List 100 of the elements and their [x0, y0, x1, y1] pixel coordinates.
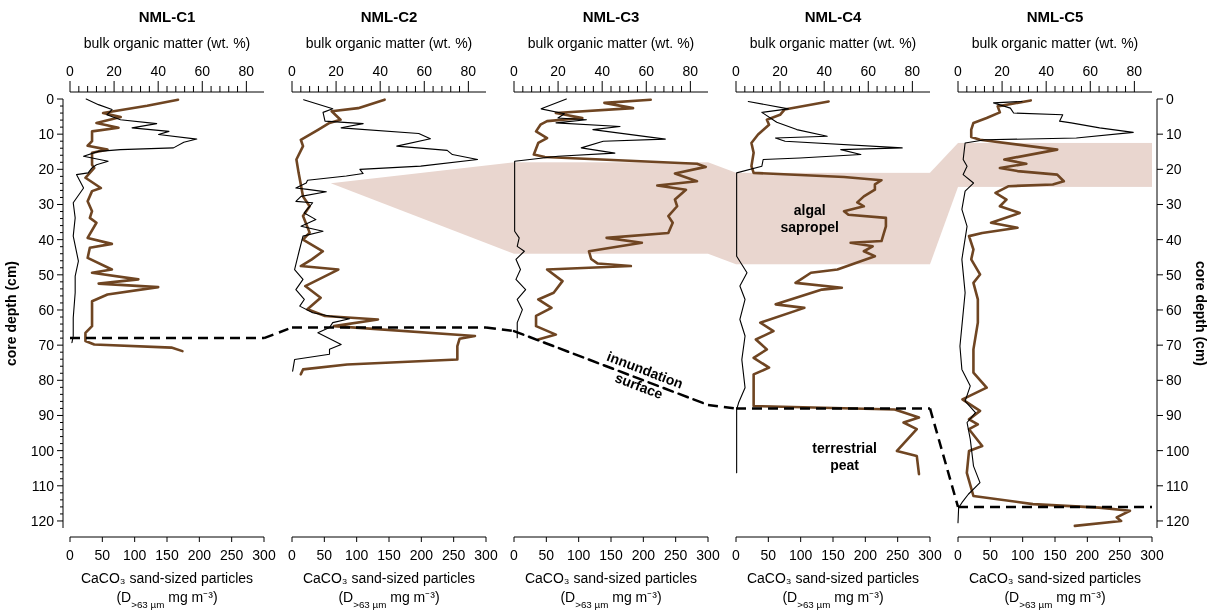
x2-tick-label: 0 — [66, 63, 75, 79]
x-tick-label: 200 — [409, 547, 434, 563]
x2-axis-title: bulk organic matter (wt. %) — [83, 35, 251, 51]
y-tick-label: 30 — [38, 196, 55, 213]
x-tick-label: 250 — [441, 547, 466, 563]
y-tick-label: 10 — [38, 126, 55, 143]
chart-title: NML-C5 — [1026, 8, 1084, 25]
x2-tick-label: 80 — [904, 63, 921, 79]
x2-tick-label: 20 — [772, 63, 789, 79]
x-tick-label: 100 — [122, 547, 147, 563]
x2-tick-label: 20 — [994, 63, 1011, 79]
x-tick-label: 150 — [599, 547, 623, 563]
x-axis-title: CaCO₃ sand-sized particles (D$_{>63 µm}$ mg m⁻³) — [968, 570, 1142, 610]
x-tick-label: 300 — [474, 547, 498, 563]
x2-axis-title: bulk organic matter (wt. %) — [971, 35, 1139, 51]
y-tick-label: 110 — [1166, 477, 1189, 494]
x-tick-label: 100 — [344, 547, 369, 563]
x-tick-label: 300 — [918, 547, 942, 563]
x-tick-label: 50 — [760, 547, 777, 563]
y-tick-label: 100 — [1166, 442, 1190, 459]
x-axis-title: CaCO₃ sand-sized particles (D$_{>63 µm}$ mg m⁻³) — [746, 570, 920, 610]
x2-tick-label: 60 — [860, 63, 877, 79]
y-tick-label: 30 — [1166, 196, 1182, 213]
x2-axis-title: bulk organic matter (wt. %) — [527, 35, 695, 51]
x2-tick-label: 40 — [816, 63, 833, 79]
x2-tick-label: 40 — [150, 63, 167, 79]
x-tick-label: 250 — [1107, 547, 1132, 563]
x2-tick-label: 40 — [594, 63, 611, 79]
chart-title: NML-C2 — [360, 8, 418, 25]
y-tick-label: 80 — [1166, 372, 1182, 389]
y-tick-label: 40 — [38, 231, 55, 248]
x2-tick-label: 40 — [1038, 63, 1055, 79]
y-axis-title: core depth (cm) — [1193, 260, 1209, 367]
x-tick-label: 200 — [187, 547, 212, 563]
x-tick-label: 100 — [566, 547, 591, 563]
y-tick-label: 60 — [1166, 301, 1182, 318]
y-tick-label: 100 — [30, 442, 55, 459]
y-tick-label: 20 — [1166, 161, 1182, 178]
x-tick-label: 100 — [1010, 547, 1035, 563]
x2-tick-label: 80 — [682, 63, 699, 79]
x-tick-label: 250 — [663, 547, 688, 563]
x2-tick-label: 80 — [238, 63, 255, 79]
y-tick-label: 90 — [38, 407, 55, 424]
y-tick-label: 120 — [30, 512, 55, 529]
y-tick-label: 20 — [38, 161, 55, 178]
x2-tick-label: 0 — [288, 63, 297, 79]
x2-axis-title: bulk organic matter (wt. %) — [305, 35, 473, 51]
y-tick-label: 0 — [1166, 91, 1174, 107]
x-tick-label: 0 — [288, 547, 297, 563]
y-tick-label: 70 — [1166, 337, 1182, 354]
x-tick-label: 50 — [538, 547, 555, 563]
x2-tick-label: 0 — [732, 63, 741, 79]
y-tick-label: 40 — [1166, 231, 1182, 248]
y-tick-label: 50 — [1166, 266, 1182, 283]
x-tick-label: 300 — [252, 547, 276, 563]
x-tick-label: 100 — [788, 547, 813, 563]
x2-tick-label: 60 — [416, 63, 433, 79]
chart-title: NML-C3 — [582, 8, 640, 25]
x2-tick-label: 60 — [194, 63, 211, 79]
x-tick-label: 250 — [219, 547, 244, 563]
x2-tick-label: 60 — [638, 63, 655, 79]
y-tick-label: 90 — [1166, 407, 1182, 424]
y-tick-label: 120 — [1166, 512, 1190, 529]
x2-tick-label: 20 — [328, 63, 345, 79]
x-tick-label: 200 — [1075, 547, 1100, 563]
x-tick-label: 0 — [66, 547, 75, 563]
x-tick-label: 150 — [1043, 547, 1067, 563]
x2-tick-label: 60 — [1082, 63, 1099, 79]
x-tick-label: 200 — [853, 547, 878, 563]
x-axis-title: CaCO₃ sand-sized particles (D$_{>63 µm}$ mg m⁻³) — [80, 570, 254, 610]
x-tick-label: 0 — [510, 547, 519, 563]
x-tick-label: 200 — [631, 547, 656, 563]
x2-tick-label: 0 — [510, 63, 519, 79]
y-tick-label: 80 — [38, 372, 55, 389]
x-tick-label: 250 — [885, 547, 910, 563]
y-tick-label: 50 — [38, 266, 55, 283]
annotation: terrestrial peat — [812, 439, 877, 473]
x-tick-label: 300 — [696, 547, 720, 563]
x2-tick-label: 40 — [372, 63, 389, 79]
x-tick-label: 50 — [316, 547, 333, 563]
x-axis-title: CaCO₃ sand-sized particles (D$_{>63 µm}$ mg m⁻³) — [524, 570, 698, 610]
x-tick-label: 50 — [982, 547, 999, 563]
y-tick-label: 0 — [46, 91, 55, 107]
y-tick-label: 110 — [31, 477, 55, 494]
band-label: algal sapropel — [780, 202, 839, 236]
chart-title: NML-C1 — [138, 8, 196, 25]
x-tick-label: 150 — [821, 547, 845, 563]
x-axis-title: CaCO₃ sand-sized particles (D$_{>63 µm}$ mg m⁻³) — [302, 570, 476, 610]
chart-title: NML-C4 — [804, 8, 862, 25]
y-axis-title: core depth (cm) — [3, 260, 19, 367]
y-tick-label: 70 — [38, 337, 55, 354]
x2-axis-title: bulk organic matter (wt. %) — [749, 35, 917, 51]
x-tick-label: 0 — [732, 547, 741, 563]
x-tick-label: 50 — [94, 547, 111, 563]
x-tick-label: 150 — [155, 547, 179, 563]
x2-tick-label: 80 — [1126, 63, 1143, 79]
y-tick-label: 10 — [1166, 126, 1182, 143]
x-tick-label: 0 — [954, 547, 963, 563]
x2-tick-label: 0 — [954, 63, 963, 79]
x2-tick-label: 20 — [550, 63, 567, 79]
